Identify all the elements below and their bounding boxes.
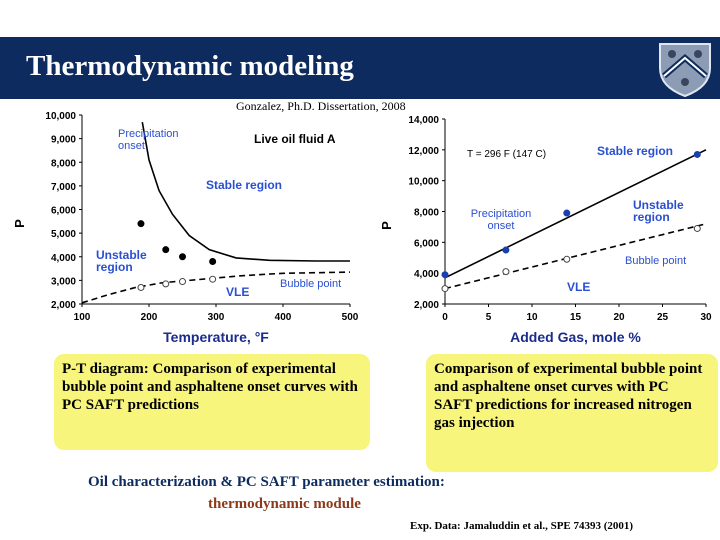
right-annotation: Precipitation bbox=[471, 208, 532, 220]
left-bubble-point bbox=[137, 283, 145, 291]
right-annotation: onset bbox=[488, 220, 515, 232]
added-gas-chart: 0 5 10 15 20 25 30 2,000 4,000 6,000 8,000 10,000 12… bbox=[375, 105, 720, 355]
pt-diagram-svg: 100 200 300 400 500 2,000 3,000 4,000 5,000 6,000… bbox=[12, 111, 359, 345]
source-citation: Gonzalez, Ph.D. Dissertation, 2008 bbox=[236, 99, 406, 113]
left-onset-point bbox=[209, 257, 217, 265]
left-y-axis-label: P bbox=[12, 219, 27, 228]
right-annotation: region bbox=[633, 210, 670, 224]
right-annotation: T = 296 F (147 C) bbox=[467, 149, 546, 160]
right-y-tick-label: 12,000 bbox=[408, 146, 439, 157]
right-x-tick-label: 20 bbox=[613, 312, 625, 323]
left-bubble-point bbox=[162, 280, 170, 288]
left-y-tick-label: 9,000 bbox=[51, 135, 76, 146]
right-x-tick-label: 5 bbox=[486, 312, 492, 323]
left-annotation: VLE bbox=[226, 285, 249, 299]
right-x-tick-label: 25 bbox=[657, 312, 669, 323]
left-onset-point bbox=[137, 220, 145, 228]
left-y-tick-label: 3,000 bbox=[51, 276, 76, 287]
added-gas-svg: 0 5 10 15 20 25 30 2,000 4,000 6,000 8,000 10,000 12… bbox=[379, 115, 712, 345]
right-annotation: Stable region bbox=[597, 144, 673, 158]
right-bubble-point bbox=[563, 255, 571, 263]
bottom-subheading: thermodynamic module bbox=[208, 496, 361, 512]
right-bubble-point bbox=[693, 224, 701, 232]
right-onset-point bbox=[502, 246, 510, 254]
caption-right: Comparison of experimental bubble point … bbox=[426, 354, 718, 472]
right-annotation: Bubble point bbox=[625, 255, 686, 267]
left-bubble-point bbox=[179, 278, 186, 286]
left-annotation: Precipitation bbox=[118, 128, 179, 140]
right-y-tick-label: 10,000 bbox=[408, 177, 439, 188]
left-annotation: Unstable bbox=[96, 248, 147, 262]
right-x-tick-label: 15 bbox=[570, 312, 582, 323]
right-y-tick-label: 6,000 bbox=[414, 238, 439, 249]
left-bubble-point-curve bbox=[81, 271, 351, 304]
right-x-tick-label: 10 bbox=[526, 312, 538, 323]
left-y-tick-label: 2,000 bbox=[51, 300, 76, 311]
right-annotation: VLE bbox=[567, 280, 590, 294]
left-onset-point bbox=[162, 246, 170, 254]
right-onset-point bbox=[563, 209, 571, 217]
right-y-axis-label: P bbox=[379, 221, 394, 230]
left-annotation: Live oil fluid A bbox=[254, 132, 336, 146]
left-y-tick-label: 7,000 bbox=[51, 182, 76, 193]
left-x-tick-label: 500 bbox=[342, 312, 359, 323]
left-onset-point bbox=[179, 253, 186, 261]
right-bubble-point bbox=[441, 285, 449, 293]
right-onset-point bbox=[441, 271, 449, 279]
right-y-tick-label: 14,000 bbox=[408, 115, 439, 126]
left-annotation: onset bbox=[118, 140, 145, 152]
left-y-tick-label: 6,000 bbox=[51, 206, 76, 217]
right-bubble-point bbox=[502, 268, 510, 276]
exp-data-citation: Exp. Data: Jamaluddin et al., SPE 74393 … bbox=[410, 520, 634, 532]
right-onset-point bbox=[693, 150, 701, 158]
left-y-tick-label: 10,000 bbox=[45, 111, 76, 122]
left-annotation: Stable region bbox=[206, 178, 282, 192]
right-x-tick-label: 0 bbox=[442, 312, 448, 323]
right-onset-curve bbox=[444, 149, 707, 279]
left-x-tick-label: 300 bbox=[208, 312, 225, 323]
right-annotation: Unstable bbox=[633, 198, 684, 212]
left-x-tick-label: 400 bbox=[275, 312, 292, 323]
left-x-tick-label: 200 bbox=[141, 312, 158, 323]
left-y-tick-label: 4,000 bbox=[51, 253, 76, 264]
left-x-tick-label: 100 bbox=[74, 312, 91, 323]
left-annotation: region bbox=[96, 260, 133, 274]
left-onset-curve bbox=[141, 121, 350, 262]
university-shield-logo bbox=[659, 43, 711, 98]
right-bubble-point-curve bbox=[444, 223, 707, 290]
left-x-axis-label: Temperature, °F bbox=[163, 329, 269, 345]
right-x-axis-label: Added Gas, mole % bbox=[510, 329, 641, 345]
right-y-tick-label: 8,000 bbox=[414, 208, 439, 219]
slide-title: Thermodynamic modeling bbox=[26, 50, 354, 82]
right-y-tick-label: 4,000 bbox=[414, 269, 439, 280]
bottom-heading: Oil characterization & PC SAFT parameter… bbox=[88, 474, 445, 490]
right-y-tick-label: 2,000 bbox=[414, 300, 439, 311]
caption-left: P-T diagram: Comparison of experimental … bbox=[54, 354, 370, 450]
left-bubble-point bbox=[209, 275, 217, 283]
title-bar bbox=[0, 37, 720, 99]
left-y-tick-label: 8,000 bbox=[51, 158, 76, 169]
pt-diagram-chart: 100 200 300 400 500 2,000 3,000 4,000 5,000 6,000… bbox=[12, 105, 372, 355]
left-y-tick-label: 5,000 bbox=[51, 229, 76, 240]
right-x-tick-label: 30 bbox=[700, 312, 712, 323]
left-annotation: Bubble point bbox=[280, 278, 341, 290]
